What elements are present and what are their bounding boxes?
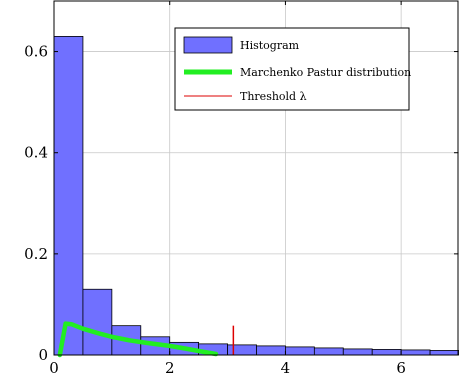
y-tick-label: 0.4 — [24, 144, 48, 162]
x-tick-label: 4 — [281, 359, 291, 377]
legend: Histogram Marchenko Pastur distribution … — [174, 27, 411, 111]
plot-frame — [53, 0, 459, 356]
marchenko-pastur-curve — [57, 321, 219, 358]
histogram-bar — [371, 349, 402, 356]
histogram-bar — [82, 288, 113, 356]
legend-label-histogram: Histogram — [240, 39, 300, 52]
histogram-bar — [256, 345, 286, 356]
histogram-bar — [342, 348, 373, 356]
histogram-bar — [53, 36, 84, 356]
histogram-bar — [429, 350, 459, 356]
legend-label-marchenko-pastur: Marchenko Pastur distribution — [240, 66, 411, 79]
y-tick-label: 0.2 — [24, 245, 48, 263]
histogram-bar — [285, 346, 315, 356]
legend-swatch-histogram — [183, 36, 233, 54]
x-tick-label: 0 — [49, 359, 59, 377]
histogram-bar — [313, 347, 344, 356]
y-tick-label: 0 — [38, 346, 48, 364]
marchenko-pastur-curve-layer — [57, 321, 219, 358]
histogram-bar — [227, 344, 257, 356]
legend-label-threshold: Threshold λ — [240, 90, 307, 103]
histogram-bar — [400, 349, 431, 356]
x-tick-label: 6 — [396, 359, 406, 377]
histogram-bars — [53, 36, 459, 356]
axis-ticks: 0 2 4 6 0 0.2 0.4 0.6 — [24, 1, 458, 377]
x-tick-label: 2 — [165, 359, 175, 377]
y-tick-label: 0.6 — [24, 43, 48, 61]
